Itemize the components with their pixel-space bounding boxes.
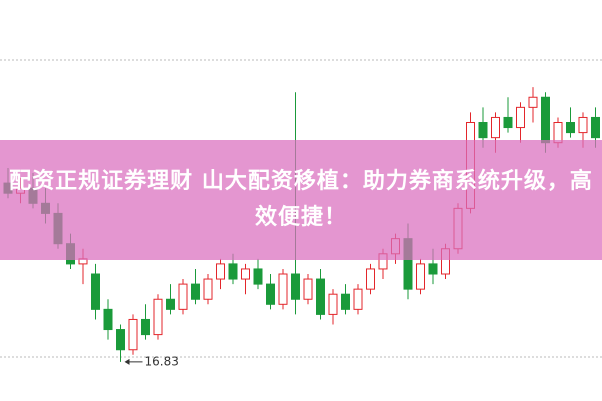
- candle-body: [578, 116, 588, 134]
- candle-body: [141, 318, 150, 336]
- annotation: 16.83: [145, 354, 179, 368]
- candle-body: [591, 116, 600, 139]
- candle-body: [278, 273, 288, 305]
- candle-body: [316, 278, 325, 315]
- candle-body: [128, 318, 138, 351]
- candle-body: [191, 283, 200, 300]
- candle-body: [216, 263, 225, 280]
- candle-body: [353, 288, 363, 310]
- candle-body: [516, 106, 525, 129]
- candle-body: [303, 278, 313, 300]
- candle-body: [153, 298, 163, 336]
- candle-body: [291, 273, 300, 300]
- candle-body: [253, 268, 263, 285]
- candle-body: [428, 263, 438, 275]
- candle-body: [91, 273, 100, 310]
- candle-body: [178, 283, 188, 310]
- candle-body: [416, 263, 425, 290]
- banner: 配资正规证券理财 山大配资移植：助力券商系统升级，高效便捷！: [0, 140, 602, 260]
- banner-title: 配资正规证券理财 山大配资移植：助力券商系统升级，高效便捷！: [9, 169, 593, 230]
- candle-body: [366, 268, 375, 290]
- candle-body: [166, 298, 175, 310]
- candle-body: [328, 293, 338, 315]
- candle-body: [566, 122, 575, 134]
- candle-body: [503, 116, 513, 129]
- candle-body: [478, 122, 488, 139]
- candle-body: [203, 278, 213, 300]
- candle-body: [116, 329, 125, 351]
- candle-body: [541, 96, 550, 144]
- candle-body: [241, 268, 250, 280]
- candle-body: [266, 283, 275, 305]
- candle-body: [528, 96, 538, 108]
- candle-body: [228, 263, 238, 280]
- annotation-arrowhead: [124, 358, 130, 365]
- candle-body: [341, 293, 350, 310]
- candle-body: [491, 116, 500, 139]
- candle-body: [103, 308, 113, 331]
